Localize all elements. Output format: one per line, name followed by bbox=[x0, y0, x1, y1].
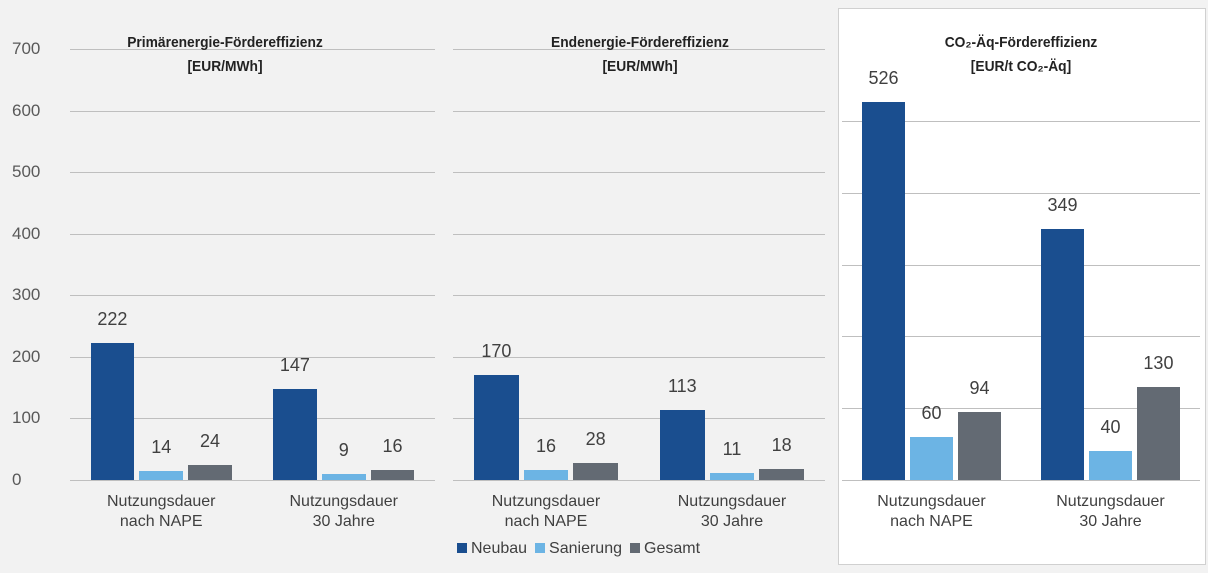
legend-label: Neubau bbox=[471, 540, 528, 557]
legend-item: Gesamt bbox=[630, 540, 700, 558]
bar bbox=[523, 470, 569, 480]
chart-subtitle: [EUR/MWh] bbox=[601, 58, 678, 75]
data-label: 349 bbox=[1047, 195, 1078, 216]
grid-line bbox=[842, 192, 1200, 194]
data-label: 147 bbox=[279, 355, 310, 376]
bar bbox=[188, 465, 232, 480]
data-label: 16 bbox=[382, 436, 403, 457]
data-label: 130 bbox=[1143, 352, 1174, 373]
y-tick-label: 300 bbox=[12, 285, 41, 305]
grid-line bbox=[842, 264, 1200, 266]
data-label: 14 bbox=[151, 437, 172, 458]
data-label: 170 bbox=[481, 341, 512, 362]
grid-line bbox=[70, 172, 435, 174]
data-label: 60 bbox=[921, 402, 942, 423]
data-label: 113 bbox=[668, 376, 697, 397]
legend-swatch bbox=[630, 543, 640, 553]
legend-label: Sanierung bbox=[549, 540, 622, 557]
data-label: 28 bbox=[585, 428, 606, 449]
chart-subtitle: [EUR/MWh] bbox=[187, 58, 263, 75]
bar bbox=[370, 470, 415, 480]
y-tick-label: 600 bbox=[12, 100, 41, 120]
bar bbox=[709, 473, 755, 480]
x-tick-label: Nutzungsdauer 30 Jahre bbox=[1056, 493, 1165, 530]
bar bbox=[957, 412, 1001, 480]
bar bbox=[573, 462, 618, 480]
grid-line bbox=[70, 233, 435, 235]
bar bbox=[139, 471, 184, 480]
grid-line bbox=[453, 49, 825, 50]
y-tick-label: 400 bbox=[12, 223, 41, 243]
grid-line bbox=[70, 49, 435, 50]
grid-line bbox=[842, 336, 1200, 338]
legend: Neubau Sanierung Gesamt bbox=[457, 540, 700, 558]
x-tick-label: Nutzungsdauer nach NAPE bbox=[491, 493, 601, 530]
x-tick-label: Nutzungsdauer nach NAPE bbox=[877, 493, 986, 530]
data-label: 40 bbox=[1100, 417, 1121, 438]
grid-line bbox=[453, 480, 825, 481]
grid-line bbox=[842, 408, 1200, 410]
grid-line bbox=[453, 356, 825, 358]
bar bbox=[90, 343, 135, 480]
y-tick-label: 500 bbox=[12, 162, 41, 182]
chart-title: CO₂-Äq-Fördereffizienz bbox=[944, 34, 1098, 51]
grid-line bbox=[70, 418, 435, 420]
data-label: 9 bbox=[338, 440, 349, 461]
bar bbox=[862, 102, 905, 480]
data-label: 18 bbox=[771, 434, 792, 455]
y-tick-label: 100 bbox=[12, 408, 41, 428]
grid-line bbox=[842, 480, 1200, 481]
bar bbox=[273, 389, 317, 480]
bar bbox=[660, 410, 705, 480]
bar bbox=[910, 436, 953, 480]
legend-swatch bbox=[535, 543, 546, 553]
grid-line bbox=[70, 480, 435, 481]
data-label: 94 bbox=[969, 378, 990, 399]
y-tick-label: 0 bbox=[12, 470, 22, 489]
data-label: 24 bbox=[200, 431, 221, 452]
grid-line bbox=[842, 120, 1200, 122]
bar bbox=[759, 468, 804, 480]
grid-line bbox=[453, 110, 825, 112]
data-label: 222 bbox=[97, 309, 128, 330]
panel bbox=[447, 8, 832, 565]
legend-item: Sanierung bbox=[535, 540, 622, 558]
grid-line bbox=[453, 233, 825, 235]
panel bbox=[0, 8, 440, 565]
grid-line bbox=[453, 295, 825, 297]
chart-title: Endenergie-Fördereffizienz bbox=[550, 34, 729, 51]
grid-line bbox=[453, 418, 825, 420]
y-tick-label: 700 bbox=[12, 39, 41, 58]
grid-line bbox=[453, 172, 825, 174]
data-label: 526 bbox=[868, 68, 899, 89]
y-tick-label: 200 bbox=[12, 346, 41, 366]
bar bbox=[321, 474, 366, 480]
grid-line bbox=[70, 295, 435, 297]
legend-item: Neubau bbox=[457, 540, 527, 558]
chart-title: Primärenergie-Fördereffizienz bbox=[127, 34, 323, 51]
legend-label: Gesamt bbox=[644, 540, 701, 557]
bar bbox=[1089, 451, 1132, 480]
data-label: 16 bbox=[535, 436, 557, 457]
chart-subtitle: [EUR/t CO₂-Äq] bbox=[970, 58, 1072, 75]
x-tick-label: Nutzungsdauer nach NAPE bbox=[106, 493, 216, 530]
x-tick-label: Nutzungsdauer 30 Jahre bbox=[677, 493, 787, 530]
legend-swatch bbox=[457, 543, 467, 553]
bar bbox=[474, 375, 519, 480]
grid-line bbox=[70, 110, 435, 112]
bar bbox=[1136, 386, 1180, 480]
x-tick-label: Nutzungsdauer 30 Jahre bbox=[289, 493, 398, 530]
grid-line bbox=[70, 356, 435, 358]
data-label: 11 bbox=[722, 439, 742, 460]
bar bbox=[1041, 229, 1084, 480]
